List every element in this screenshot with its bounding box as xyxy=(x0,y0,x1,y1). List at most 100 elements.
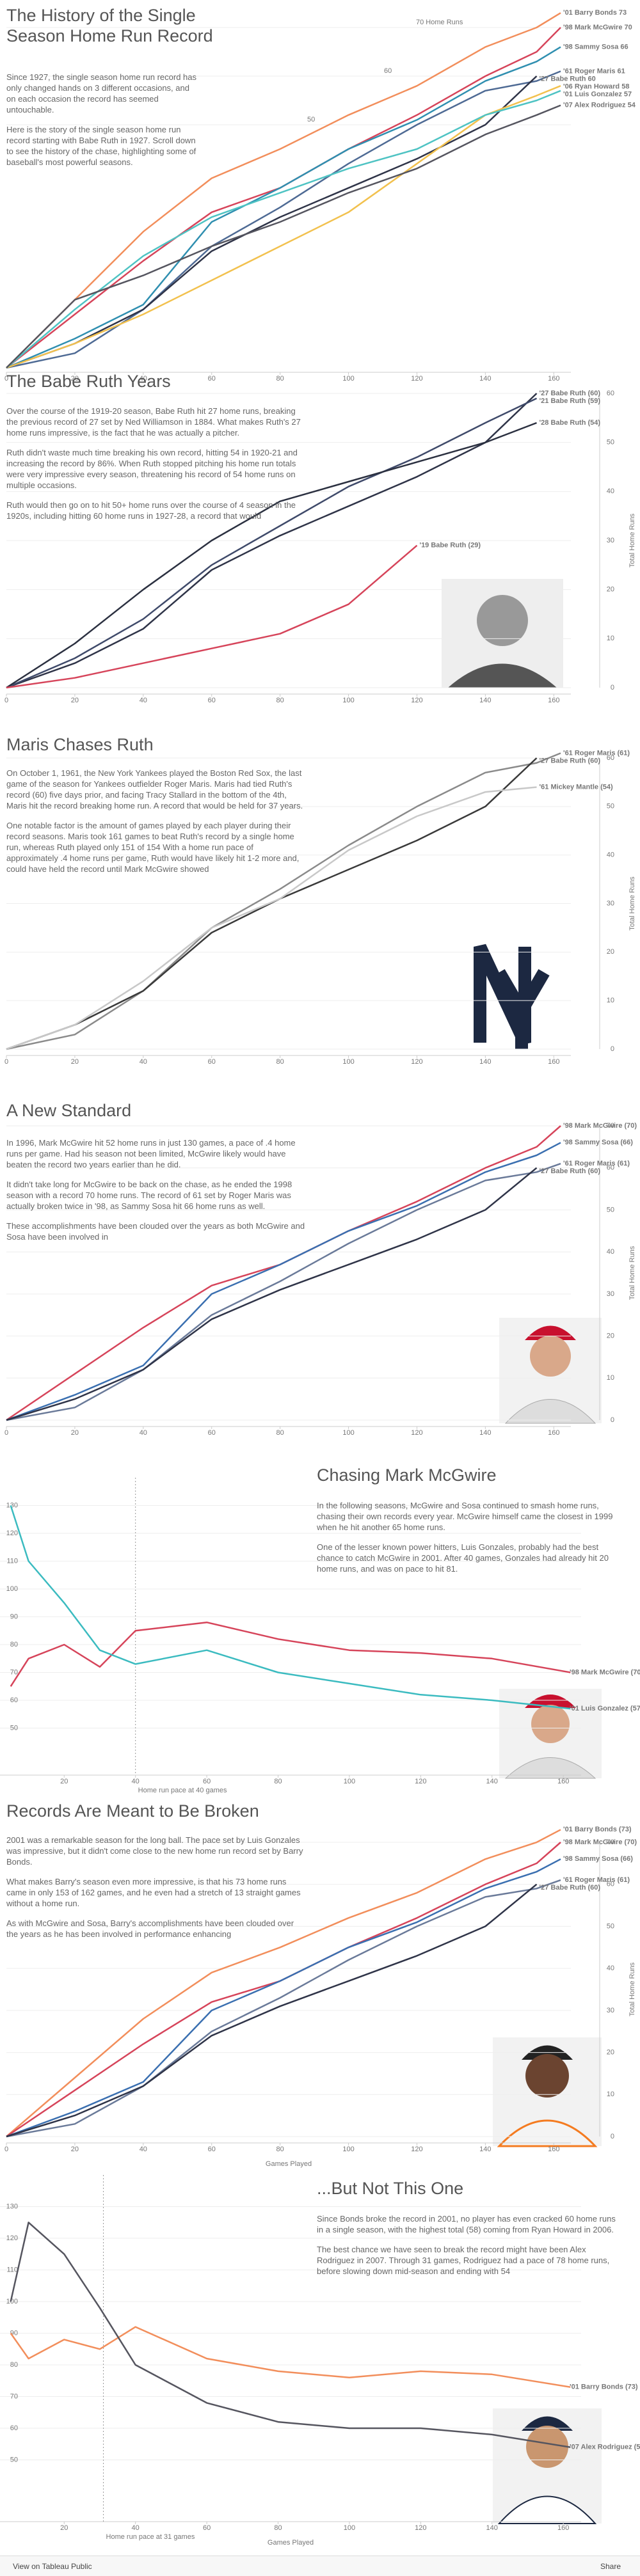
x-tick-label: 80 xyxy=(276,2145,284,2153)
series-line xyxy=(6,1829,561,2137)
y-tick-label: 120 xyxy=(6,1529,18,1537)
x-tick-label: 60 xyxy=(203,1778,211,1785)
x-tick-label: 140 xyxy=(479,697,491,704)
y-tick-label: 100 xyxy=(6,2298,18,2305)
x-tick-label: 20 xyxy=(60,2524,68,2532)
y-tick-label: 10 xyxy=(607,997,614,1004)
section-title: The History of the Single Season Home Ru… xyxy=(6,6,213,45)
x-tick-label: 80 xyxy=(276,375,284,383)
y-tick-label: 50 xyxy=(607,439,614,446)
photo-mcgwire-2 xyxy=(499,1689,602,1779)
y-tick-label: 30 xyxy=(607,1290,614,1298)
y-tick-label: 70 xyxy=(10,2392,18,2400)
paragraph: Ruth would then go on to hit 50+ home ru… xyxy=(6,500,296,521)
section-text: On October 1, 1961, the New York Yankees… xyxy=(6,768,307,883)
x-tick-label: 40 xyxy=(140,1058,147,1066)
y-tick-label: 50 xyxy=(10,2456,18,2463)
y-tick-label: 20 xyxy=(607,2048,614,2056)
y-tick-label: 40 xyxy=(607,487,614,495)
paragraph: These accomplishments have been clouded … xyxy=(6,1221,305,1242)
x-tick-label: 0 xyxy=(4,1058,8,1066)
series-line xyxy=(6,752,561,1050)
x-tick-label: 140 xyxy=(479,1429,491,1437)
series-label: '07 Alex Rodriguez 54 xyxy=(563,102,636,109)
paragraph: Over the course of the 1919-20 season, B… xyxy=(6,406,301,438)
x-tick-label: 120 xyxy=(415,2524,426,2532)
x-tick-label: 100 xyxy=(342,1058,354,1066)
series-label: '98 Mark McGwire (70) xyxy=(563,1838,637,1846)
series-label: '98 Sammy Sosa 66 xyxy=(563,43,628,51)
series-line xyxy=(6,397,538,689)
x-tick-label: 100 xyxy=(344,1778,355,1785)
x-tick-label: 0 xyxy=(4,375,8,383)
series-line xyxy=(6,393,538,689)
series-label: '01 Luis Gonzalez (57) xyxy=(570,1705,640,1712)
tableau-link[interactable]: View on Tableau Public xyxy=(13,2562,92,2571)
photo-mcgwire xyxy=(499,1318,602,1424)
series-line xyxy=(6,1858,561,2138)
paragraph: Since 1927, the single season home run r… xyxy=(6,72,197,115)
series-label: '98 Mark McGwire (70) xyxy=(570,1668,640,1676)
annotation: Home run pace at 40 games xyxy=(138,1787,227,1794)
x-tick-label: 140 xyxy=(479,1058,491,1066)
x-tick-label: 40 xyxy=(140,1429,147,1437)
y-tick-label: 0 xyxy=(611,1416,614,1424)
series-line xyxy=(6,1879,561,2138)
x-tick-label: 140 xyxy=(479,375,491,383)
y-tick-label: 10 xyxy=(607,635,614,642)
series-line xyxy=(6,1142,561,1421)
y-tick-label: 0 xyxy=(611,1045,614,1053)
x-tick-label: 120 xyxy=(411,2145,422,2153)
paragraph: As with McGwire and Sosa, Barry's accomp… xyxy=(6,1918,294,1939)
x-tick-label: 0 xyxy=(4,2145,8,2153)
y-tick-label: 50 xyxy=(10,1724,18,1732)
series-label: '98 Sammy Sosa (66) xyxy=(563,1139,633,1146)
x-tick-label: 40 xyxy=(132,1778,140,1785)
y-tick-label: 20 xyxy=(607,948,614,956)
paragraph: One of the lesser known power hitters, L… xyxy=(317,1542,609,1574)
series-line xyxy=(10,1505,571,1710)
y-tick-label: 40 xyxy=(607,1964,614,1972)
series-label: '01 Barry Bonds (73) xyxy=(570,2383,638,2391)
section-title: ...But Not This One xyxy=(317,2179,464,2198)
series-label: '27 Babe Ruth (60) xyxy=(540,1167,601,1175)
series-line xyxy=(6,1883,538,2138)
x-tick-label: 100 xyxy=(342,375,354,383)
series-line xyxy=(6,70,561,369)
y-tick-label: 50 xyxy=(607,1922,614,1930)
x-tick-label: 160 xyxy=(557,1778,569,1785)
paragraph: 2001 was a remarkable season for the lon… xyxy=(6,1835,303,1867)
x-tick-label: 20 xyxy=(71,375,79,383)
paragraph: What makes Barry's season even more impr… xyxy=(6,1877,301,1908)
paragraph: Ruth didn't waste much time breaking his… xyxy=(6,448,298,490)
section-title: The Babe Ruth Years xyxy=(6,372,171,391)
series-line xyxy=(6,1167,538,1421)
photo-babe-ruth xyxy=(442,579,563,688)
series-label: '61 Roger Maris (61) xyxy=(563,749,630,757)
x-tick-label: 160 xyxy=(548,1429,559,1437)
y-tick-label: 50 xyxy=(607,1206,614,1213)
series-label: '61 Roger Maris (61) xyxy=(563,1876,630,1884)
series-line xyxy=(6,104,561,368)
x-tick-label: 120 xyxy=(411,1429,422,1437)
paragraph: One notable factor is the amount of game… xyxy=(6,821,300,874)
y-tick-label: 50 xyxy=(607,803,614,810)
series-label: '27 Babe Ruth (60) xyxy=(540,757,601,764)
series-label: '61 Roger Maris 61 xyxy=(563,67,625,75)
x-tick-label: 100 xyxy=(342,2145,354,2153)
x-tick-label: 60 xyxy=(208,1058,216,1066)
series-line xyxy=(6,12,561,368)
section-text: In 1996, Mark McGwire hit 52 home runs i… xyxy=(6,1137,307,1251)
y-tick-label: 40 xyxy=(607,851,614,859)
x-tick-label: 40 xyxy=(140,697,147,704)
section-text: 2001 was a remarkable season for the lon… xyxy=(6,1835,307,1948)
section-text: Since 1927, the single season home run r… xyxy=(6,72,198,177)
photo-bonds xyxy=(493,2037,602,2147)
y-tick-label: 80 xyxy=(10,1641,18,1648)
share-button[interactable]: Share xyxy=(600,2562,621,2571)
section-title: Chasing Mark McGwire xyxy=(317,1466,497,1485)
paragraph: In 1996, Mark McGwire hit 52 home runs i… xyxy=(6,1138,296,1169)
reference-label: 50 xyxy=(307,116,315,123)
